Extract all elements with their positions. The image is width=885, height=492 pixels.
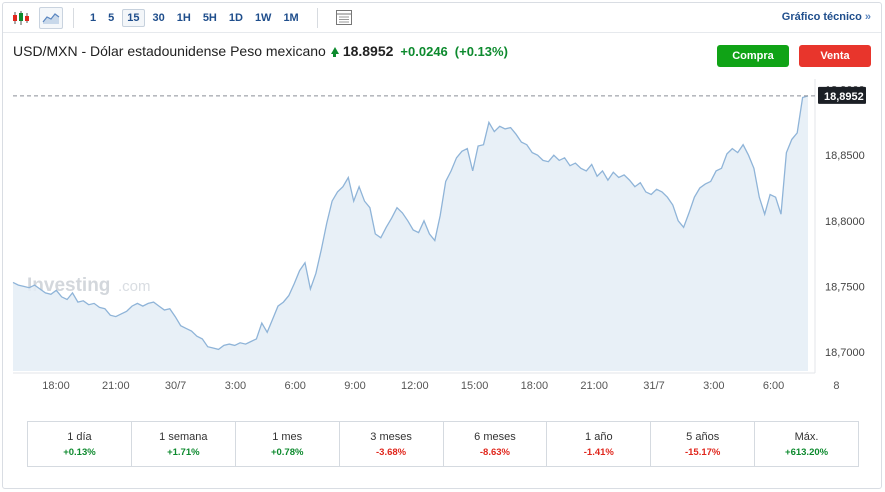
performance-value: -1.41% (583, 446, 614, 458)
quote-header: USD/MXN - Dólar estadounidense Peso mexi… (13, 43, 508, 59)
area-chart-icon[interactable] (39, 6, 63, 29)
technical-chart-link[interactable]: Gráfico técnico» (782, 11, 871, 23)
y-tick-label: 18,7000 (825, 347, 865, 359)
performance-period: 3 meses (370, 430, 412, 443)
price-change: +0.0246 (400, 43, 448, 59)
interval-15[interactable]: 15 (122, 8, 145, 27)
investing-watermark: Investing (27, 275, 110, 296)
pair-title: USD/MXN - Dólar estadounidense Peso mexi… (13, 43, 326, 59)
price-line (12, 95, 809, 351)
last-price: 18.8952 (342, 43, 394, 59)
performance-period: 1 mes (272, 430, 303, 443)
price-change-percent: (+0.13%) (454, 43, 508, 59)
performance-value: -8.63% (479, 446, 510, 458)
x-tick-label: 30/7 (165, 380, 186, 392)
toolbar-divider (73, 7, 74, 28)
interval-selector: 1 5 15 30 1H 5H 1D 1W 1M (86, 8, 307, 27)
toolbar: 1 5 15 30 1H 5H 1D 1W 1M Gráfico técnico» (3, 3, 881, 33)
interval-1h[interactable]: 1H (176, 11, 191, 24)
interval-1m[interactable]: 1M (283, 11, 299, 24)
x-tick-label: 6:00 (284, 380, 305, 392)
x-tick-label: 15:00 (461, 380, 489, 392)
x-tick-label: 12:00 (401, 380, 429, 392)
x-tick-label: 6:00 (763, 380, 784, 392)
interval-5h[interactable]: 5H (202, 11, 217, 24)
table-view-icon[interactable] (332, 7, 356, 29)
performance-value: +0.78% (270, 446, 304, 458)
current-price-tag (818, 86, 866, 104)
x-tick-label: 18:00 (521, 380, 549, 392)
interval-30[interactable]: 30 (152, 11, 165, 24)
x-tick-label: 3:00 (225, 380, 246, 392)
performance-period: 1 día (67, 430, 92, 443)
x-tick-label: 21:00 (102, 380, 130, 392)
performance-value: +0.13% (63, 446, 96, 458)
buy-button[interactable]: Compra (717, 45, 789, 67)
x-tick-label: 8 (833, 380, 839, 392)
performance-cell[interactable]: 1 día +0.13% (28, 422, 132, 466)
performance-period: 6 meses (474, 430, 516, 443)
price-chart[interactable]: Investing .com 18,7000 18,7500 18,8000 18,850… (3, 3, 881, 403)
double-chevron-right-icon: » (864, 11, 871, 23)
performance-period: 5 años (686, 430, 720, 443)
performance-value: +1.71% (167, 446, 200, 458)
performance-value: +613.20% (785, 446, 829, 458)
performance-cell[interactable]: 5 años -15.17% (651, 422, 756, 466)
interval-5[interactable]: 5 (108, 11, 115, 24)
current-price-label: 18,8952 (824, 91, 864, 103)
y-tick-label: 18,8500 (825, 150, 865, 162)
performance-table: 1 día +0.13% 1 semana +1.71% 1 mes +0.78% 3 me… (27, 421, 859, 467)
x-tick-label: 18:00 (42, 380, 70, 392)
up-arrow-icon (330, 46, 339, 57)
toolbar-divider (316, 7, 318, 28)
x-tick-label: 3:00 (703, 380, 724, 392)
performance-cell[interactable]: 1 año -1.41% (547, 422, 652, 466)
performance-cell[interactable]: 1 mes +0.78% (236, 422, 340, 466)
y-tick-label: 18,8000 (825, 216, 865, 228)
performance-value: -3.68% (376, 446, 407, 458)
x-tick-label: 31/7 (643, 380, 664, 392)
technical-chart-label: Gráfico técnico (781, 11, 862, 23)
performance-cell[interactable]: 1 semana +1.71% (132, 422, 236, 466)
interval-1[interactable]: 1 (90, 11, 97, 24)
performance-period: 1 semana (159, 430, 208, 443)
performance-cell[interactable]: 6 meses -8.63% (444, 422, 548, 466)
candlestick-chart-icon[interactable] (9, 7, 33, 29)
x-tick-label: 21:00 (580, 380, 608, 392)
investing-watermark-suffix: .com (118, 278, 151, 295)
performance-period: Máx. (794, 430, 819, 443)
sell-button[interactable]: Venta (799, 45, 871, 67)
interval-1w[interactable]: 1W (254, 11, 272, 24)
performance-period: 1 año (585, 430, 613, 443)
interval-1d[interactable]: 1D (228, 11, 243, 24)
performance-cell[interactable]: 3 meses -3.68% (340, 422, 444, 466)
performance-cell[interactable]: Máx. +613.20% (755, 422, 858, 466)
y-tick-label: 18,7500 (825, 281, 865, 293)
price-area-fill (13, 95, 808, 372)
performance-value: -15.17% (684, 446, 721, 458)
x-tick-label: 9:00 (344, 380, 365, 392)
